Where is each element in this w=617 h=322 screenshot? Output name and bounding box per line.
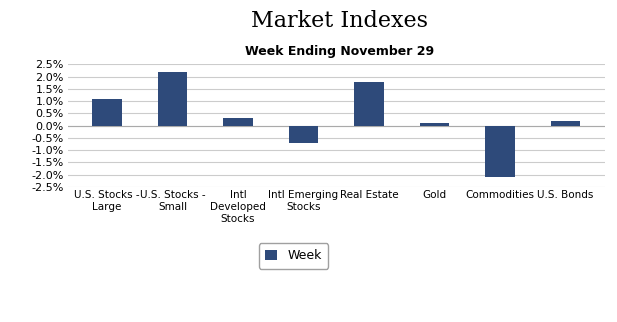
Text: Week Ending November 29: Week Ending November 29 xyxy=(245,45,434,58)
Bar xyxy=(486,126,515,177)
Text: Market Indexes: Market Indexes xyxy=(251,10,428,32)
Bar xyxy=(93,99,122,126)
Legend: Week: Week xyxy=(259,243,328,269)
Bar xyxy=(223,118,253,126)
Bar xyxy=(551,121,580,126)
Bar xyxy=(354,81,384,126)
Bar xyxy=(158,72,187,126)
Bar xyxy=(420,123,449,126)
Bar xyxy=(289,126,318,143)
